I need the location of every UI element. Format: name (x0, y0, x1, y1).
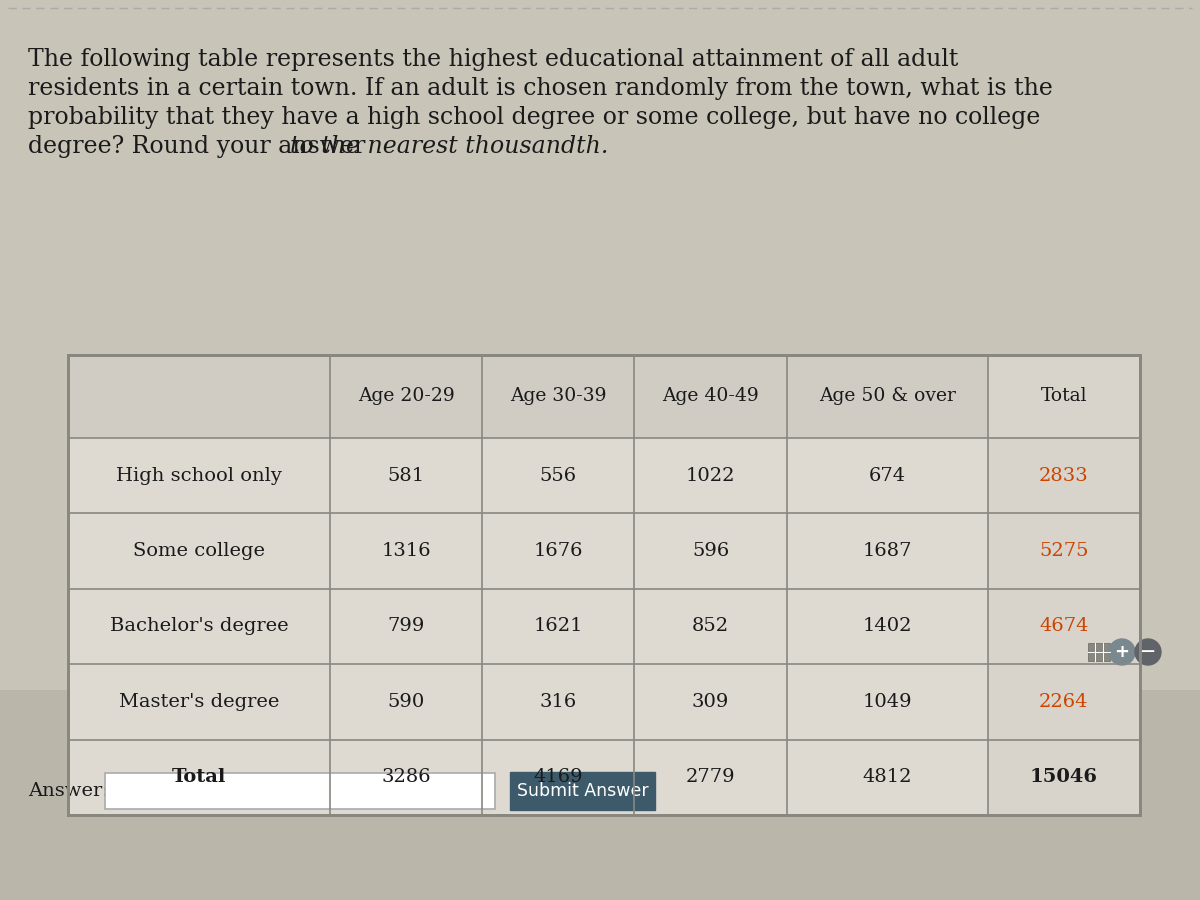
Bar (988, 437, 1140, 513)
Bar (68, 589, 1140, 664)
Bar (68, 355, 1140, 437)
Bar (988, 355, 1140, 437)
Bar (1088, 643, 1110, 661)
Circle shape (1135, 639, 1162, 665)
Bar (988, 589, 1140, 664)
Text: Age 30-39: Age 30-39 (510, 387, 606, 405)
Text: 799: 799 (388, 617, 425, 635)
Text: Master's degree: Master's degree (119, 693, 280, 711)
Text: residents in a certain town. If an adult is chosen randomly from the town, what : residents in a certain town. If an adult… (28, 77, 1052, 100)
Text: 2833: 2833 (1039, 466, 1088, 484)
Text: Age 20-29: Age 20-29 (358, 387, 455, 405)
Text: Some college: Some college (133, 542, 265, 560)
Text: degree? Round your answer: degree? Round your answer (28, 135, 373, 158)
Text: 2264: 2264 (1039, 693, 1088, 711)
Text: 4812: 4812 (863, 769, 912, 787)
Text: to the nearest thousandth.: to the nearest thousandth. (290, 135, 608, 158)
Text: +: + (1115, 643, 1129, 661)
Text: 1621: 1621 (534, 617, 583, 635)
Text: 4169: 4169 (534, 769, 583, 787)
Bar (988, 513, 1140, 589)
Bar (0, 690, 1200, 900)
Text: Age 40-49: Age 40-49 (662, 387, 758, 405)
Text: Answer:: Answer: (28, 782, 109, 800)
Text: 581: 581 (388, 466, 425, 484)
Text: 2779: 2779 (685, 769, 736, 787)
Text: 15046: 15046 (1030, 769, 1098, 787)
Text: Total: Total (172, 769, 226, 787)
Circle shape (1109, 639, 1135, 665)
Text: 1316: 1316 (382, 542, 431, 560)
Bar (68, 740, 1140, 815)
Bar (988, 740, 1140, 815)
Text: 1676: 1676 (534, 542, 583, 560)
Text: Submit Answer: Submit Answer (517, 782, 648, 800)
Text: −: − (1139, 642, 1157, 662)
Text: 4674: 4674 (1039, 617, 1088, 635)
Text: 1687: 1687 (863, 542, 912, 560)
Text: High school only: High school only (116, 466, 282, 484)
Text: The following table represents the highest educational attainment of all adult: The following table represents the highe… (28, 48, 959, 71)
FancyBboxPatch shape (510, 772, 655, 810)
Bar (988, 664, 1140, 740)
Text: 852: 852 (692, 617, 730, 635)
Bar (68, 355, 1140, 815)
Bar (106, 773, 496, 809)
Text: 309: 309 (692, 693, 730, 711)
Text: 674: 674 (869, 466, 906, 484)
Text: Bachelor's degree: Bachelor's degree (109, 617, 288, 635)
Bar (68, 664, 1140, 740)
Text: 3286: 3286 (382, 769, 431, 787)
Text: 1402: 1402 (863, 617, 912, 635)
Text: 1049: 1049 (863, 693, 912, 711)
Text: Total: Total (1040, 387, 1087, 405)
Text: Age 50 & over: Age 50 & over (818, 387, 955, 405)
Text: probability that they have a high school degree or some college, but have no col: probability that they have a high school… (28, 106, 1040, 129)
Text: 596: 596 (692, 542, 730, 560)
Text: 5275: 5275 (1039, 542, 1088, 560)
Text: 556: 556 (540, 466, 577, 484)
Text: 590: 590 (388, 693, 425, 711)
Bar (68, 437, 1140, 513)
Text: 316: 316 (540, 693, 577, 711)
Text: 1022: 1022 (686, 466, 736, 484)
Bar (68, 513, 1140, 589)
